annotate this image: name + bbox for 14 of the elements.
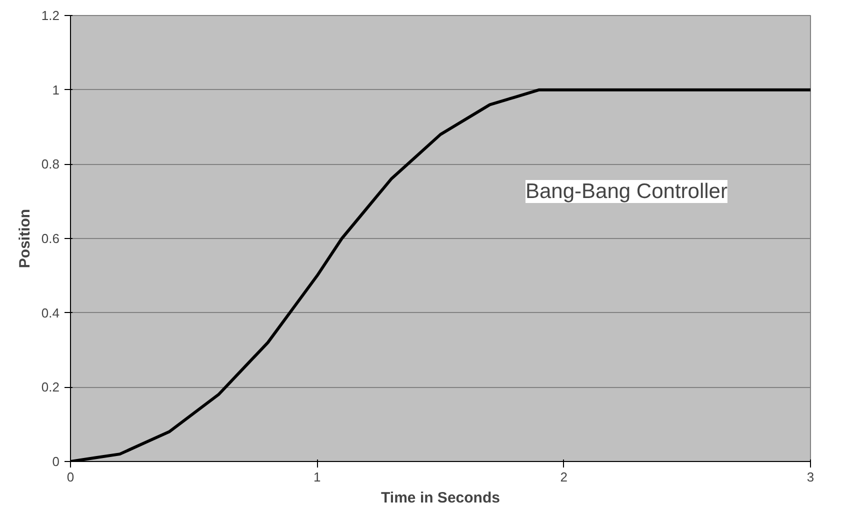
y-tick-label: 0.8 xyxy=(41,156,60,172)
y-tick-label: 0.2 xyxy=(41,380,60,395)
x-axis-title: Time in Seconds xyxy=(381,490,500,506)
x-tick-label: 3 xyxy=(806,470,814,484)
y-axis-title: Position xyxy=(16,208,34,268)
y-tick-label: 1.2 xyxy=(41,8,60,23)
annotation: Bang-Bang Controller xyxy=(526,180,728,203)
x-tick-label: 1 xyxy=(314,470,321,484)
x-tick-label: 2 xyxy=(560,470,568,484)
x-tick-label: 0 xyxy=(66,470,74,484)
y-tick-label: 0.4 xyxy=(41,305,60,320)
y-tick-label: 0.6 xyxy=(41,231,60,246)
y-tick-label: 0 xyxy=(52,454,60,469)
y-tick-label: 1 xyxy=(52,82,60,98)
